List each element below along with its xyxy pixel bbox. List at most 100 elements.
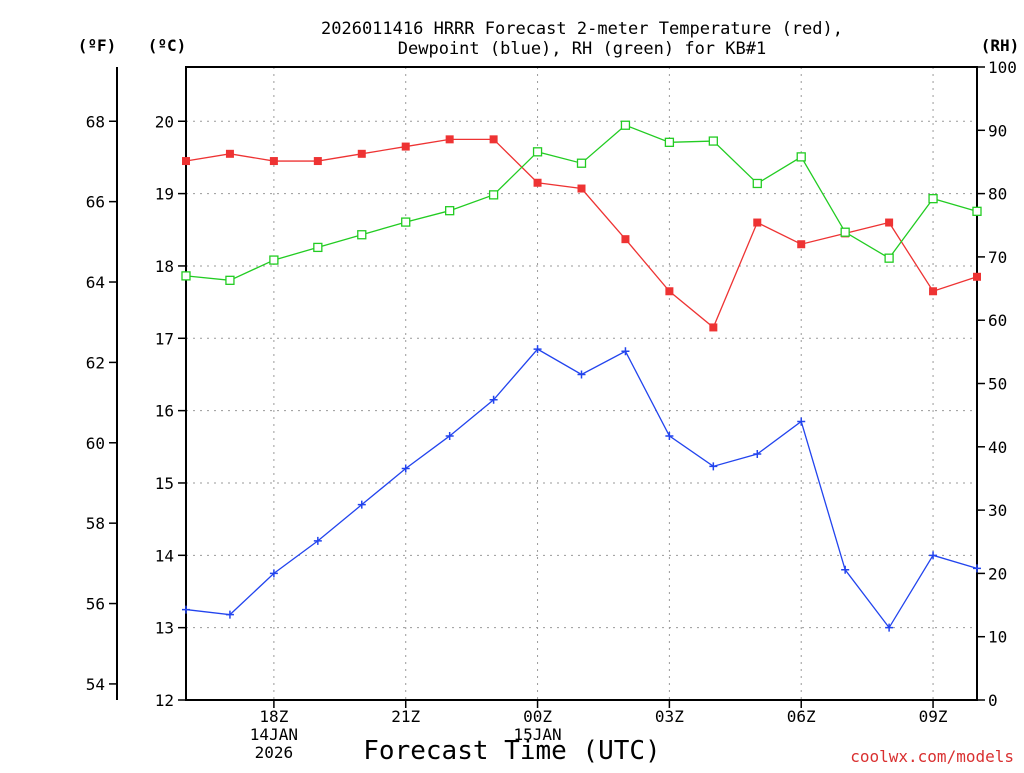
- temperature-point: [533, 178, 542, 187]
- rh-series: [181, 120, 982, 285]
- dewpoint-point: [182, 605, 190, 614]
- temperature-point: [269, 157, 278, 166]
- dewpoint-point: [709, 462, 718, 471]
- dewpoint-point: [445, 431, 454, 440]
- time-tick-label: 03Z: [655, 707, 684, 726]
- rh-unit-label: (RH): [981, 36, 1020, 55]
- dewpoint-point: [533, 345, 542, 354]
- time-tick-label: 15JAN: [513, 725, 561, 744]
- rh-point: [972, 206, 982, 216]
- rh-point: [488, 190, 499, 200]
- celsius-tick-label: 19: [155, 185, 174, 204]
- rh-point: [225, 275, 235, 285]
- rh-point: [840, 227, 850, 237]
- fahrenheit-axis-ticks: 54 56 58 60 62 64 66 68: [86, 112, 117, 694]
- temperature-point: [445, 135, 454, 144]
- temperature-point: [225, 149, 234, 158]
- rh-point: [620, 120, 631, 130]
- dewpoint-line: [185, 348, 978, 629]
- fahrenheit-tick-label: 56: [86, 595, 105, 614]
- time-tick-label: 06Z: [787, 707, 816, 726]
- fahrenheit-tick-label: 60: [86, 434, 105, 453]
- celsius-tick-label: 20: [155, 112, 174, 131]
- fahrenheit-tick-label: 64: [86, 273, 105, 292]
- dewpoint-point: [665, 431, 674, 440]
- rh-tick-label: 50: [988, 375, 1007, 394]
- x-axis-title: Forecast Time (UTC): [363, 736, 660, 766]
- rh-point: [401, 217, 411, 227]
- temperature-point: [182, 157, 190, 166]
- grid-lines: [186, 67, 977, 700]
- celsius-unit-label: (ºC): [148, 36, 187, 55]
- fahrenheit-tick-label: 68: [86, 112, 105, 131]
- rh-point: [576, 158, 587, 168]
- data-series: [181, 120, 982, 632]
- rh-tick-label: 30: [988, 501, 1007, 520]
- rh-tick-label: 10: [988, 628, 1007, 647]
- time-tick-label: 09Z: [919, 707, 948, 726]
- celsius-axis-ticks: 12 13 14 15 16 17 18 19 20: [155, 112, 186, 710]
- dewpoint-point: [621, 347, 630, 356]
- site-credit: coolwx.com/models: [850, 747, 1014, 766]
- rh-tick-label: 0: [988, 691, 998, 710]
- temperature-point: [489, 135, 498, 144]
- rh-point: [928, 194, 938, 204]
- rh-point: [532, 147, 543, 157]
- dewpoint-point: [841, 565, 850, 574]
- temperature-point: [313, 157, 322, 166]
- rh-tick-label: 90: [988, 121, 1007, 140]
- rh-point: [796, 152, 806, 162]
- rh-axis-ticks: 0 10 20 30 40 50 60 70 80 90 100: [977, 58, 1017, 710]
- dewpoint-point: [753, 450, 762, 459]
- celsius-tick-label: 12: [155, 691, 174, 710]
- dewpoint-series: [182, 345, 981, 632]
- dewpoint-point: [269, 569, 278, 578]
- dewpoint-point: [929, 551, 938, 560]
- chart-title-line1: 2026011416 HRRR Forecast 2-meter Tempera…: [321, 19, 843, 39]
- dewpoint-point: [225, 610, 234, 619]
- rh-point: [664, 137, 675, 147]
- time-tick-label: 18Z: [259, 707, 288, 726]
- celsius-tick-label: 15: [155, 474, 174, 493]
- rh-tick-label: 60: [988, 311, 1007, 330]
- dewpoint-point: [313, 536, 322, 545]
- rh-point: [269, 255, 279, 265]
- dewpoint-point: [357, 500, 366, 509]
- dewpoint-point: [401, 464, 410, 473]
- rh-point: [313, 242, 323, 253]
- dewpoint-point: [577, 370, 586, 379]
- dewpoint-point: [885, 623, 894, 632]
- rh-point: [708, 136, 718, 146]
- time-tick-label: 2026: [255, 743, 294, 762]
- celsius-tick-label: 14: [155, 546, 174, 565]
- fahrenheit-unit-label: (ºF): [78, 36, 117, 55]
- temperature-point: [885, 218, 894, 227]
- temperature-point: [929, 287, 938, 296]
- rh-point: [884, 253, 894, 263]
- time-tick-label: 21Z: [391, 707, 420, 726]
- axes: [116, 66, 978, 701]
- rh-point: [752, 178, 762, 189]
- temperature-point: [973, 272, 981, 281]
- temperature-point: [577, 184, 586, 193]
- rh-tick-label: 100: [988, 58, 1017, 77]
- temperature-point: [401, 142, 410, 151]
- time-tick-label: 14JAN: [250, 725, 298, 744]
- chart-title-line2: Dewpoint (blue), RH (green) for KB#1: [398, 39, 766, 59]
- rh-point: [445, 206, 455, 216]
- fahrenheit-tick-label: 54: [86, 675, 105, 694]
- celsius-tick-label: 17: [155, 329, 174, 348]
- temperature-point: [753, 218, 762, 227]
- dewpoint-point: [973, 564, 981, 573]
- rh-line: [185, 124, 978, 281]
- time-tick-label: 00Z: [523, 707, 552, 726]
- rh-tick-label: 20: [988, 564, 1007, 583]
- temperature-point: [357, 149, 366, 158]
- fahrenheit-tick-label: 62: [86, 353, 105, 372]
- fahrenheit-tick-label: 66: [86, 193, 105, 212]
- rh-tick-label: 40: [988, 438, 1007, 457]
- celsius-tick-label: 16: [155, 402, 174, 421]
- temperature-point: [621, 235, 630, 244]
